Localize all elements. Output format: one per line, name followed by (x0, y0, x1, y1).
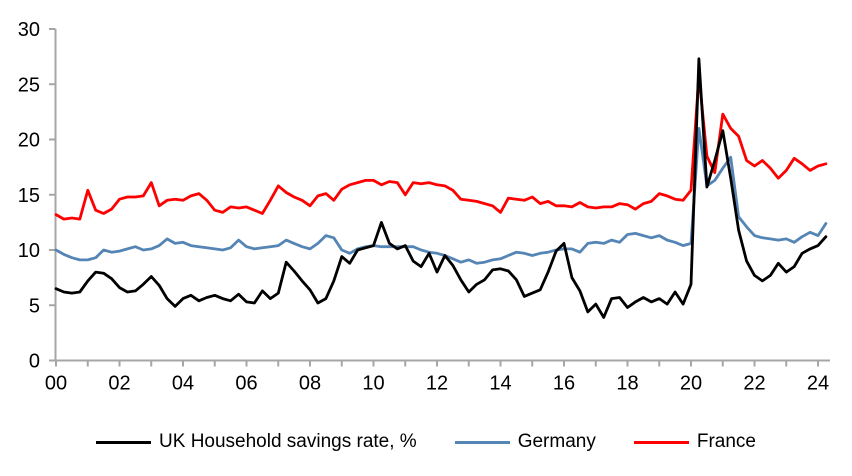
y-axis-tick-label: 20 (18, 130, 40, 152)
x-axis-tick-label: 04 (172, 373, 194, 395)
x-axis-tick-label: 18 (616, 373, 638, 395)
y-axis-tick-label: 15 (18, 185, 40, 207)
y-axis-tick-label: 10 (18, 240, 40, 262)
germany-line-swatch (454, 440, 510, 444)
x-axis-tick-label: 20 (680, 373, 702, 395)
uk-line-swatch (96, 440, 152, 444)
legend-label-germany: Germany (517, 431, 596, 452)
x-axis-tick-label: 06 (235, 373, 257, 395)
x-axis-tick-label: 10 (362, 373, 384, 395)
chart-plot-area: 0 5 10 15 20 25 30 00 02 04 06 08 10 12 14 16 18 20 22 24 (18, 19, 830, 395)
x-axis-tick-label: 16 (553, 373, 575, 395)
legend-label-uk: UK Household savings rate, % (159, 431, 417, 452)
chart-legend: UK Household savings rate, % Germany Fra… (0, 420, 852, 464)
legend-item-france: France (633, 431, 756, 453)
legend-item-uk: UK Household savings rate, % (96, 431, 417, 453)
y-axis-tick-label: 30 (18, 19, 40, 41)
legend-label-france: France (696, 431, 756, 452)
x-axis-tick-label: 24 (807, 373, 829, 395)
x-axis-tick-label: 02 (108, 373, 130, 395)
y-axis-tick-label: 0 (29, 351, 40, 373)
y-axis-tick-label: 5 (29, 295, 40, 317)
x-axis-tick-label: 00 (45, 373, 67, 395)
legend-item-germany: Germany (454, 431, 596, 453)
series-line-germany (54, 126, 828, 265)
x-axis-tick-label: 22 (743, 373, 765, 395)
x-axis-tick-label: 08 (299, 373, 321, 395)
france-line-swatch (633, 440, 689, 444)
x-axis-tick-label: 14 (489, 373, 511, 395)
x-axis-tick-label: 12 (426, 373, 448, 395)
series-line-uk-household-savings-rate (54, 57, 828, 319)
y-axis-tick-label: 25 (18, 74, 40, 96)
series-line-france (54, 74, 828, 221)
